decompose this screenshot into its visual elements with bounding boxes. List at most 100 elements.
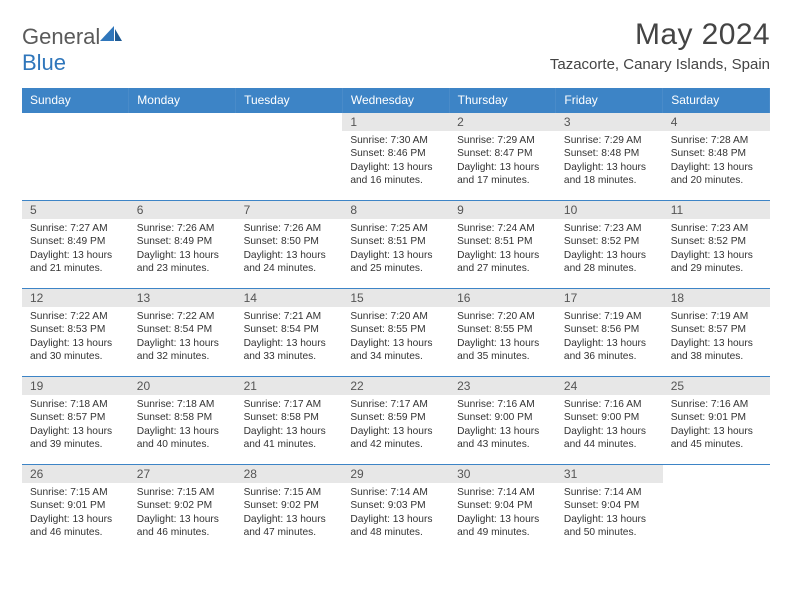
day-content: Sunrise: 7:16 AMSunset: 9:00 PMDaylight:… bbox=[556, 395, 663, 456]
month-title: May 2024 bbox=[550, 18, 770, 52]
daylight-text: Daylight: 13 hours and 44 minutes. bbox=[564, 425, 655, 452]
weekday-header: Thursday bbox=[449, 88, 556, 113]
daylight-text: Daylight: 13 hours and 43 minutes. bbox=[457, 425, 548, 452]
day-number: 16 bbox=[449, 289, 556, 307]
day-content: Sunrise: 7:18 AMSunset: 8:58 PMDaylight:… bbox=[129, 395, 236, 456]
weekday-header: Monday bbox=[129, 88, 236, 113]
day-content: Sunrise: 7:28 AMSunset: 8:48 PMDaylight:… bbox=[663, 131, 770, 192]
daylight-text: Daylight: 13 hours and 41 minutes. bbox=[244, 425, 335, 452]
calendar-cell: 1Sunrise: 7:30 AMSunset: 8:46 PMDaylight… bbox=[342, 113, 449, 201]
daylight-text: Daylight: 13 hours and 28 minutes. bbox=[564, 249, 655, 276]
calendar-cell: 17Sunrise: 7:19 AMSunset: 8:56 PMDayligh… bbox=[556, 289, 663, 377]
day-number: 17 bbox=[556, 289, 663, 307]
day-number: 26 bbox=[22, 465, 129, 483]
daylight-text: Daylight: 13 hours and 24 minutes. bbox=[244, 249, 335, 276]
day-number: 18 bbox=[663, 289, 770, 307]
day-number: 29 bbox=[342, 465, 449, 483]
sunrise-text: Sunrise: 7:14 AM bbox=[350, 486, 441, 499]
sunset-text: Sunset: 8:46 PM bbox=[350, 147, 441, 160]
logo-word1: General bbox=[22, 24, 100, 49]
day-number: 31 bbox=[556, 465, 663, 483]
day-number: 8 bbox=[342, 201, 449, 219]
calendar-row: 1Sunrise: 7:30 AMSunset: 8:46 PMDaylight… bbox=[22, 113, 770, 201]
day-content: Sunrise: 7:20 AMSunset: 8:55 PMDaylight:… bbox=[342, 307, 449, 368]
sunset-text: Sunset: 9:01 PM bbox=[671, 411, 762, 424]
sunset-text: Sunset: 9:00 PM bbox=[457, 411, 548, 424]
calendar-cell: 16Sunrise: 7:20 AMSunset: 8:55 PMDayligh… bbox=[449, 289, 556, 377]
sunset-text: Sunset: 8:49 PM bbox=[137, 235, 228, 248]
sunset-text: Sunset: 9:04 PM bbox=[457, 499, 548, 512]
day-number: 13 bbox=[129, 289, 236, 307]
day-content: Sunrise: 7:21 AMSunset: 8:54 PMDaylight:… bbox=[236, 307, 343, 368]
day-content: Sunrise: 7:16 AMSunset: 9:01 PMDaylight:… bbox=[663, 395, 770, 456]
calendar-cell: 31Sunrise: 7:14 AMSunset: 9:04 PMDayligh… bbox=[556, 465, 663, 553]
calendar-body: 1Sunrise: 7:30 AMSunset: 8:46 PMDaylight… bbox=[22, 113, 770, 553]
day-content: Sunrise: 7:30 AMSunset: 8:46 PMDaylight:… bbox=[342, 131, 449, 192]
calendar-cell: 28Sunrise: 7:15 AMSunset: 9:02 PMDayligh… bbox=[236, 465, 343, 553]
day-content: Sunrise: 7:26 AMSunset: 8:50 PMDaylight:… bbox=[236, 219, 343, 280]
sunrise-text: Sunrise: 7:21 AM bbox=[244, 310, 335, 323]
daylight-text: Daylight: 13 hours and 36 minutes. bbox=[564, 337, 655, 364]
sunset-text: Sunset: 9:01 PM bbox=[30, 499, 121, 512]
sunrise-text: Sunrise: 7:17 AM bbox=[350, 398, 441, 411]
calendar-row: 5Sunrise: 7:27 AMSunset: 8:49 PMDaylight… bbox=[22, 201, 770, 289]
day-number: 4 bbox=[663, 113, 770, 131]
calendar-row: 19Sunrise: 7:18 AMSunset: 8:57 PMDayligh… bbox=[22, 377, 770, 465]
calendar: Sunday Monday Tuesday Wednesday Thursday… bbox=[22, 88, 770, 553]
sunset-text: Sunset: 9:00 PM bbox=[564, 411, 655, 424]
calendar-cell: 13Sunrise: 7:22 AMSunset: 8:54 PMDayligh… bbox=[129, 289, 236, 377]
day-content: Sunrise: 7:15 AMSunset: 9:01 PMDaylight:… bbox=[22, 483, 129, 544]
sunrise-text: Sunrise: 7:22 AM bbox=[137, 310, 228, 323]
daylight-text: Daylight: 13 hours and 35 minutes. bbox=[457, 337, 548, 364]
sunrise-text: Sunrise: 7:16 AM bbox=[457, 398, 548, 411]
sunrise-text: Sunrise: 7:20 AM bbox=[457, 310, 548, 323]
day-content: Sunrise: 7:25 AMSunset: 8:51 PMDaylight:… bbox=[342, 219, 449, 280]
header: General Blue May 2024 Tazacorte, Canary … bbox=[22, 18, 770, 76]
weekday-header: Wednesday bbox=[342, 88, 449, 113]
day-content: Sunrise: 7:29 AMSunset: 8:48 PMDaylight:… bbox=[556, 131, 663, 192]
calendar-cell bbox=[236, 113, 343, 201]
calendar-cell: 25Sunrise: 7:16 AMSunset: 9:01 PMDayligh… bbox=[663, 377, 770, 465]
calendar-cell: 30Sunrise: 7:14 AMSunset: 9:04 PMDayligh… bbox=[449, 465, 556, 553]
weekday-header: Saturday bbox=[663, 88, 770, 113]
day-content: Sunrise: 7:23 AMSunset: 8:52 PMDaylight:… bbox=[556, 219, 663, 280]
day-number: 30 bbox=[449, 465, 556, 483]
daylight-text: Daylight: 13 hours and 38 minutes. bbox=[671, 337, 762, 364]
day-content: Sunrise: 7:14 AMSunset: 9:04 PMDaylight:… bbox=[556, 483, 663, 544]
daylight-text: Daylight: 13 hours and 18 minutes. bbox=[564, 161, 655, 188]
calendar-cell: 12Sunrise: 7:22 AMSunset: 8:53 PMDayligh… bbox=[22, 289, 129, 377]
calendar-cell: 18Sunrise: 7:19 AMSunset: 8:57 PMDayligh… bbox=[663, 289, 770, 377]
daylight-text: Daylight: 13 hours and 21 minutes. bbox=[30, 249, 121, 276]
daylight-text: Daylight: 13 hours and 48 minutes. bbox=[350, 513, 441, 540]
title-block: May 2024 Tazacorte, Canary Islands, Spai… bbox=[550, 18, 770, 73]
day-number: 28 bbox=[236, 465, 343, 483]
sunset-text: Sunset: 8:58 PM bbox=[244, 411, 335, 424]
sunset-text: Sunset: 8:57 PM bbox=[30, 411, 121, 424]
day-number: 9 bbox=[449, 201, 556, 219]
day-number: 15 bbox=[342, 289, 449, 307]
weekday-header: Friday bbox=[556, 88, 663, 113]
daylight-text: Daylight: 13 hours and 23 minutes. bbox=[137, 249, 228, 276]
day-content: Sunrise: 7:19 AMSunset: 8:56 PMDaylight:… bbox=[556, 307, 663, 368]
sunrise-text: Sunrise: 7:15 AM bbox=[30, 486, 121, 499]
calendar-cell: 29Sunrise: 7:14 AMSunset: 9:03 PMDayligh… bbox=[342, 465, 449, 553]
sunset-text: Sunset: 8:47 PM bbox=[457, 147, 548, 160]
calendar-cell: 8Sunrise: 7:25 AMSunset: 8:51 PMDaylight… bbox=[342, 201, 449, 289]
sunset-text: Sunset: 8:58 PM bbox=[137, 411, 228, 424]
sunset-text: Sunset: 8:54 PM bbox=[244, 323, 335, 336]
daylight-text: Daylight: 13 hours and 34 minutes. bbox=[350, 337, 441, 364]
sunset-text: Sunset: 8:51 PM bbox=[457, 235, 548, 248]
sunrise-text: Sunrise: 7:19 AM bbox=[564, 310, 655, 323]
day-content: Sunrise: 7:14 AMSunset: 9:03 PMDaylight:… bbox=[342, 483, 449, 544]
daylight-text: Daylight: 13 hours and 47 minutes. bbox=[244, 513, 335, 540]
sunrise-text: Sunrise: 7:18 AM bbox=[137, 398, 228, 411]
sunset-text: Sunset: 8:54 PM bbox=[137, 323, 228, 336]
logo-word2: Blue bbox=[22, 50, 66, 75]
day-number: 1 bbox=[342, 113, 449, 131]
daylight-text: Daylight: 13 hours and 45 minutes. bbox=[671, 425, 762, 452]
day-content: Sunrise: 7:14 AMSunset: 9:04 PMDaylight:… bbox=[449, 483, 556, 544]
sunrise-text: Sunrise: 7:17 AM bbox=[244, 398, 335, 411]
sunrise-text: Sunrise: 7:16 AM bbox=[564, 398, 655, 411]
sunset-text: Sunset: 8:48 PM bbox=[671, 147, 762, 160]
calendar-cell: 24Sunrise: 7:16 AMSunset: 9:00 PMDayligh… bbox=[556, 377, 663, 465]
